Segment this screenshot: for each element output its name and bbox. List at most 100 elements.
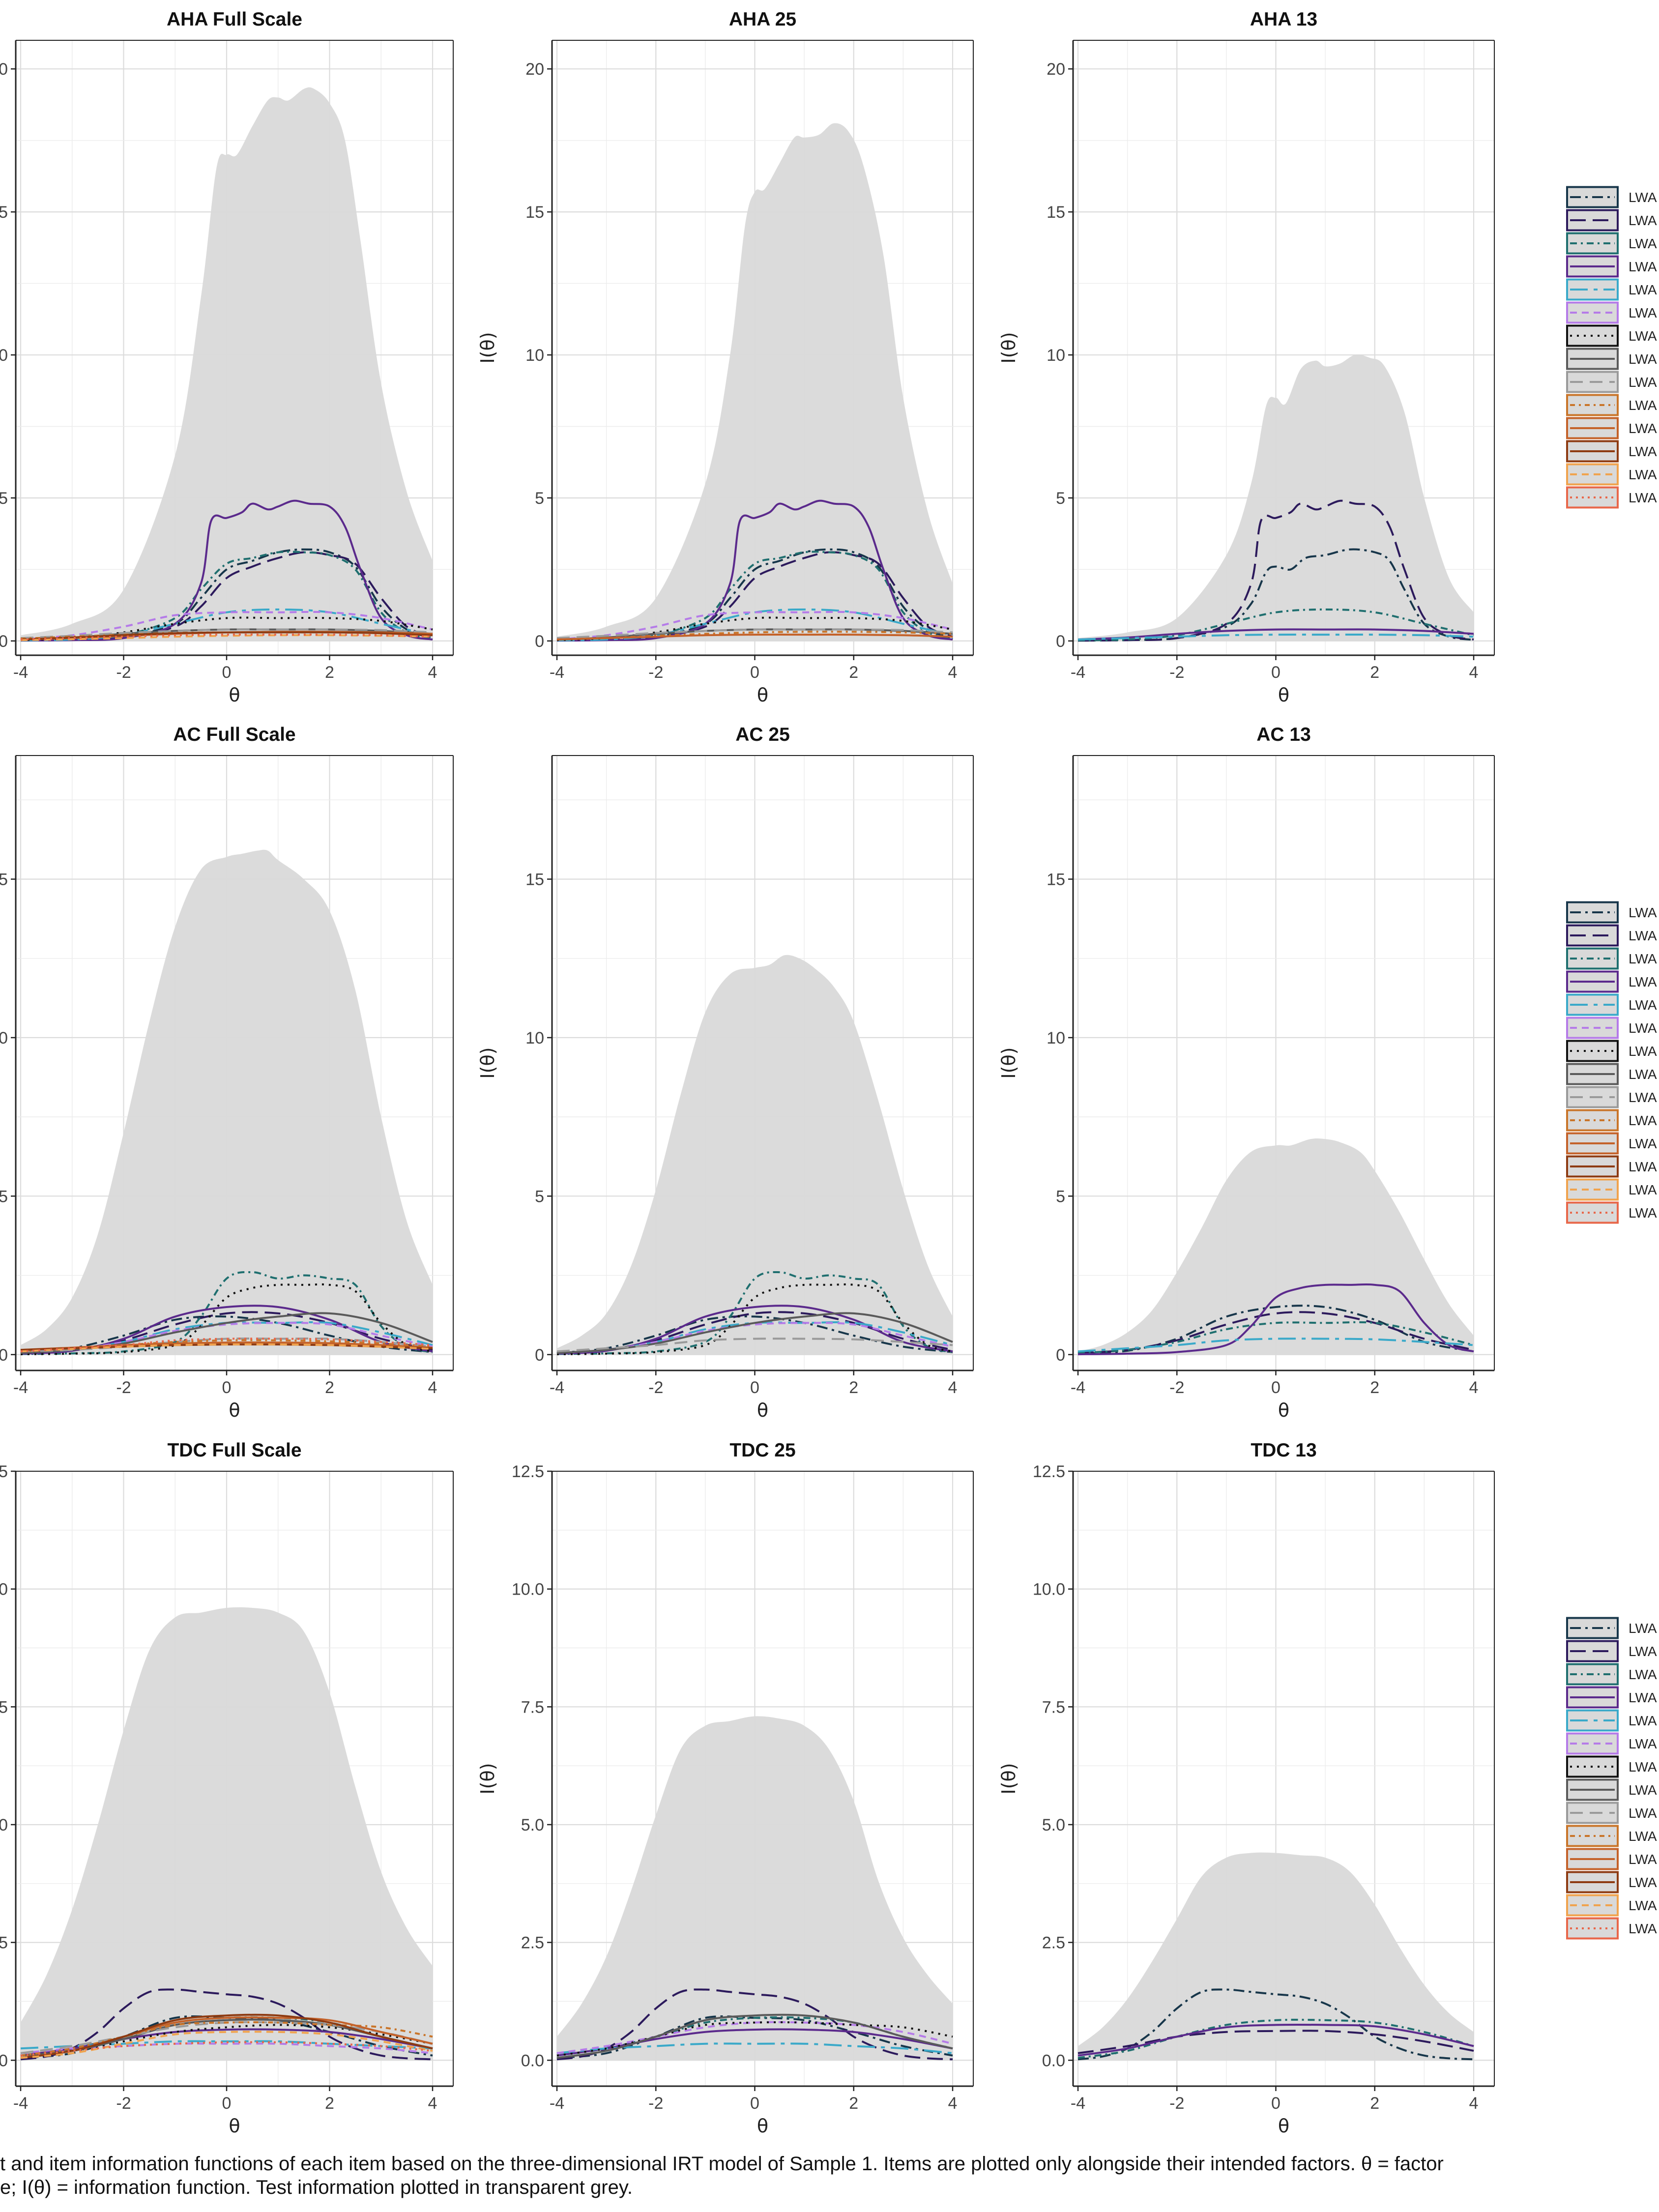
panel-title: TDC Full Scale xyxy=(167,1440,301,1461)
y-tick-label: 0.0 xyxy=(0,2051,8,2070)
x-tick-label: -2 xyxy=(116,1378,131,1397)
item-curve-3 xyxy=(20,551,433,641)
x-axis-label: θ xyxy=(757,684,768,706)
y-tick-label: 10 xyxy=(1047,346,1065,365)
legend-label: LWA xyxy=(1629,1136,1657,1151)
legend-key-5: LWA xyxy=(1566,1709,1657,1732)
item-curve-1 xyxy=(20,2015,433,2059)
x-tick-label: 4 xyxy=(948,1378,958,1397)
legend-label: LWA xyxy=(1629,1667,1657,1682)
legend-key-13: LWA xyxy=(1566,1178,1657,1201)
legend-row-2: LWA LWA LWA LWA LWA LWA LWA LWA LWA LWA LWA LWA LWA L… xyxy=(1566,901,1657,1224)
legend-row-1: LWA LWA LWA LWA LWA LWA LWA LWA LWA LWA LWA LWA LWA L… xyxy=(1566,186,1657,509)
legend-label: LWA xyxy=(1629,1067,1657,1082)
item-curve-5 xyxy=(556,608,953,641)
x-axis-label: θ xyxy=(229,2115,240,2137)
item-curve-2 xyxy=(1077,499,1474,642)
legend-label: LWA xyxy=(1629,1044,1657,1059)
legend-key-3: LWA xyxy=(1566,232,1657,255)
y-tick-label: 0 xyxy=(535,632,544,651)
legend-key-14: LWA xyxy=(1566,1917,1657,1940)
item-curve-3 xyxy=(1077,608,1474,641)
y-tick-label: 10.0 xyxy=(0,1580,8,1599)
x-tick-label: 2 xyxy=(1370,1378,1379,1397)
legend-key-10: LWA xyxy=(1566,1109,1657,1132)
x-tick-label: -4 xyxy=(550,2094,564,2113)
legend-label: LWA xyxy=(1629,282,1657,297)
x-tick-label: 4 xyxy=(1469,2094,1479,2113)
y-tick-label: 10 xyxy=(525,346,544,365)
y-tick-label: 5 xyxy=(1056,1187,1065,1206)
panel-5: -4 -2 0 2 4 0 5 10 15 AC 25 θ I(θ) xyxy=(477,724,974,1421)
panel-title: AHA 25 xyxy=(729,9,796,30)
panel-4: -4 -2 0 2 4 0 5 10 15 AC Full Scale θ xyxy=(0,724,454,1421)
legend-key-10: LWA xyxy=(1566,1825,1657,1847)
x-tick-label: 4 xyxy=(428,663,437,682)
legend-key-11: LWA xyxy=(1566,1848,1657,1870)
legend-label: LWA xyxy=(1629,305,1657,320)
test-information-area xyxy=(557,955,953,1355)
y-tick-label: 15 xyxy=(525,203,544,222)
item-curve-4 xyxy=(1077,1283,1474,1356)
y-tick-label: 0 xyxy=(1056,1346,1065,1365)
item-curve-1 xyxy=(1077,548,1474,642)
item-curve-6 xyxy=(20,611,433,640)
y-tick-label: 15 xyxy=(525,870,544,889)
legend-label: LWA xyxy=(1629,1875,1657,1890)
legend-label: LWA xyxy=(1629,1090,1657,1105)
legend-key-6: LWA xyxy=(1566,1017,1657,1039)
panel-title: AC 25 xyxy=(735,724,790,745)
x-axis-label: θ xyxy=(229,684,240,706)
x-tick-label: 0 xyxy=(222,2094,232,2113)
test-information-area xyxy=(21,87,433,641)
legend-key-12: LWA xyxy=(1566,1871,1657,1893)
item-curve-4 xyxy=(1077,628,1474,640)
item-curve-2 xyxy=(20,1311,433,1354)
item-curve-9 xyxy=(20,628,433,640)
y-tick-label: 5 xyxy=(0,489,8,508)
y-tick-label: 5 xyxy=(535,489,544,508)
x-axis-label: θ xyxy=(757,2115,768,2137)
x-tick-label: -2 xyxy=(1169,1378,1184,1397)
legend-key-6: LWA xyxy=(1566,1732,1657,1755)
legend-label: LWA xyxy=(1629,1644,1657,1659)
legend-key-1: LWA xyxy=(1566,1617,1657,1639)
legend-key-1: LWA xyxy=(1566,901,1657,924)
item-curve-3 xyxy=(556,1271,953,1355)
y-tick-label: 0 xyxy=(0,632,8,651)
y-tick-label: 10 xyxy=(1047,1029,1065,1048)
legend-swatch xyxy=(1566,1201,1619,1224)
panel-1: -4 -2 0 2 4 0 5 10 15 20 AHA Full Scale θ xyxy=(0,9,454,706)
y-tick-label: 20 xyxy=(0,60,8,79)
legend-key-7: LWA xyxy=(1566,1040,1657,1062)
legend-key-12: LWA xyxy=(1566,440,1657,463)
y-axis-label: I(θ) xyxy=(998,332,1019,363)
x-tick-label: 2 xyxy=(849,2094,858,2113)
legend-key-8: LWA xyxy=(1566,348,1657,370)
legend-key-13: LWA xyxy=(1566,463,1657,486)
legend-key-4: LWA xyxy=(1566,1686,1657,1709)
x-tick-label: 4 xyxy=(948,663,958,682)
legend-key-12: LWA xyxy=(1566,1155,1657,1178)
legend-key-9: LWA xyxy=(1566,1802,1657,1824)
x-tick-label: 2 xyxy=(1370,663,1379,682)
item-curve-9 xyxy=(20,1338,433,1353)
item-curve-7 xyxy=(20,2024,433,2057)
legend-key-7: LWA xyxy=(1566,324,1657,347)
y-tick-label: 0 xyxy=(535,1346,544,1365)
y-tick-label: 5 xyxy=(535,1187,544,1206)
test-information-area xyxy=(21,849,433,1355)
x-tick-label: 0 xyxy=(750,2094,759,2113)
panel-7: -4 -2 0 2 4 0.0 2.5 5.0 7.5 10.0 12.5 TDC Full Scal… xyxy=(0,1440,454,2137)
x-tick-label: 4 xyxy=(1469,1378,1479,1397)
item-curve-7 xyxy=(556,2021,953,2057)
panel-9: -4 -2 0 2 4 0.0 2.5 5.0 7.5 10.0 12.5 TDC 13 θ I(θ) xyxy=(998,1440,1495,2137)
item-curve-4 xyxy=(556,2028,953,2057)
legend-key-8: LWA xyxy=(1566,1778,1657,1801)
legend-key-14: LWA xyxy=(1566,486,1657,509)
panel-6: -4 -2 0 2 4 0 5 10 15 AC 13 θ I(θ) xyxy=(998,724,1495,1421)
legend-key-5: LWA xyxy=(1566,993,1657,1016)
x-tick-label: 0 xyxy=(1271,2094,1281,2113)
legend-key-11: LWA xyxy=(1566,417,1657,439)
y-tick-label: 7.5 xyxy=(0,1698,8,1717)
